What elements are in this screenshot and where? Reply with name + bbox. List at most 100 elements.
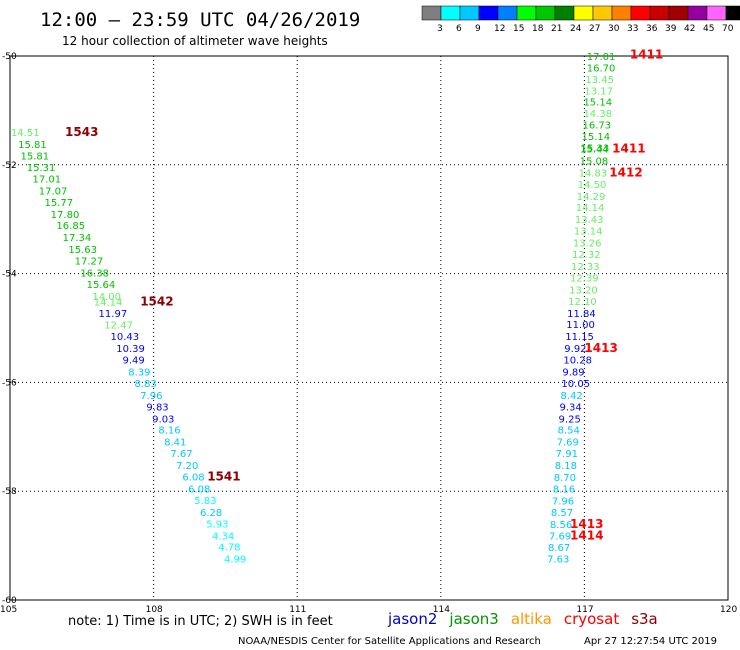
colorbar-swatch: [687, 5, 708, 21]
wave-height-point: 14.38: [583, 109, 612, 120]
colorbar-swatch: [725, 5, 740, 21]
plot-area: 105 108 111 114 117 120 -50 -52 -54 -56 -58 -60 14.5…: [0, 47, 737, 615]
wave-height-point: 8.83: [134, 379, 156, 390]
satellite-legend-altika: altika: [511, 610, 552, 628]
wave-height-point: 16.85: [56, 221, 85, 232]
wave-height-point: 5.83: [194, 496, 216, 507]
wave-height-point: 14.00: [92, 292, 121, 303]
colorbar-swatch: [421, 5, 442, 21]
wave-height-point: 8.56: [550, 520, 572, 531]
wave-height-point: 8.67: [548, 543, 570, 554]
wave-height-point: 11.15: [565, 332, 594, 343]
wave-height-point: 13.43: [575, 215, 604, 226]
wave-height-point: 8.70: [554, 473, 576, 484]
wave-height-point: 9.49: [122, 356, 144, 367]
colorbar-swatch: [478, 5, 499, 21]
wave-height-point: 6.28: [200, 508, 222, 519]
footer-note: note: 1) Time is in UTC; 2) SWH is in fe…: [68, 614, 333, 629]
wave-height-point: 13.45: [585, 75, 614, 86]
wave-height-point: 15.64: [87, 280, 116, 291]
chart-subtitle: 12 hour collection of altimeter wave hei…: [62, 34, 328, 48]
wave-height-point: 9.25: [559, 414, 581, 425]
colorbar-label: 42: [684, 24, 695, 34]
wave-height-point: 12.10: [568, 297, 597, 308]
colorbar-swatch: [611, 5, 632, 21]
wave-height-point: 17.07: [39, 186, 68, 197]
footer-credit: NOAA/NESDIS Center for Satellite Applica…: [238, 636, 541, 647]
wave-height-point: 17.01: [32, 174, 61, 185]
wave-height-point: 17.80: [51, 210, 80, 221]
wave-height-point: 8.57: [551, 508, 573, 519]
pass-number-label: 1543: [65, 125, 98, 139]
colorbar-swatch: [573, 5, 594, 21]
y-tick-label: -56: [2, 378, 17, 388]
x-tick-label: 105: [0, 605, 17, 615]
colorbar-swatch: [668, 5, 689, 21]
wave-height-point: 15.77: [44, 198, 73, 209]
wave-height-point: 12.47: [104, 321, 133, 332]
colorbar-label: 12: [494, 24, 505, 34]
wave-height-point: 14.83: [579, 168, 608, 179]
colorbar-label: 9: [475, 24, 481, 34]
wave-height-point: 10.39: [116, 344, 145, 355]
wave-height-point: 9.34: [560, 402, 582, 413]
wave-height-point: 8.41: [164, 438, 186, 449]
colorbar-swatch: [440, 5, 461, 21]
wave-height-point: 14.51: [11, 128, 40, 139]
wave-height-point: 11.84: [567, 309, 596, 320]
colorbar-label: 33: [627, 24, 638, 34]
pass-number-label: 1412: [609, 165, 642, 179]
wave-height-point: 14.50: [578, 180, 607, 191]
wave-height-point: 7.69: [549, 531, 571, 542]
wave-height-point: 15.31: [27, 163, 56, 174]
colorbar-label: 36: [646, 24, 658, 34]
wave-height-point: 14.14: [576, 203, 605, 214]
pass-number-label: 1541: [207, 470, 240, 484]
wave-height-point: 9.92: [564, 344, 586, 355]
colorbar-swatch: [630, 5, 651, 21]
wave-height-point: 13.26: [573, 239, 602, 250]
wave-height-point: 4.99: [224, 555, 246, 566]
wave-height-point: 16.70: [587, 63, 616, 74]
wave-height-point: 17.34: [63, 233, 92, 244]
wave-height-point: 9.89: [562, 368, 584, 379]
wave-height-point: 17.27: [75, 257, 104, 268]
wave-height-point: 7.69: [557, 438, 579, 449]
x-tick-label: 117: [576, 605, 593, 615]
satellite-legend-jason2: jason2: [387, 610, 437, 628]
wave-height-point: 15.08: [580, 156, 609, 167]
x-tick-label: 111: [289, 605, 306, 615]
y-tick-label: -54: [2, 270, 17, 280]
pass-number-label: 1414: [570, 528, 603, 542]
colorbar-swatch: [516, 5, 537, 21]
satellite-legend-cryosat: cryosat: [564, 610, 619, 628]
colorbar-label: 45: [703, 24, 714, 34]
wave-height-point: 8.54: [558, 426, 580, 437]
colorbar-label: 30: [608, 24, 620, 34]
colorbar-label: 70: [722, 24, 734, 34]
wave-height-point: 7.63: [547, 555, 569, 566]
wave-height-point: 12.32: [572, 250, 601, 261]
wave-height-point: 12.39: [570, 273, 599, 284]
wave-height-point: 14.14: [94, 297, 123, 308]
wave-height-point: 13.20: [569, 285, 598, 296]
pass-number-label: 1413: [570, 517, 603, 531]
wave-height-point: 15.81: [21, 152, 50, 163]
wave-height-point: 8.39: [128, 368, 150, 379]
wave-height-point: 15.63: [68, 245, 97, 256]
pass-number-label: 1411: [630, 47, 663, 61]
colorbar-label: 15: [513, 24, 524, 34]
x-tick-label: 114: [433, 605, 450, 615]
colorbar-label: 39: [665, 24, 677, 34]
wave-height-point: 4.34: [212, 531, 234, 542]
colorbar-swatch: [535, 5, 556, 21]
wave-height-point: 13.17: [584, 86, 613, 97]
wave-height-point: 17.01: [587, 52, 616, 63]
wave-height-point: 8.18: [555, 461, 577, 472]
wave-height-point: 6.08: [182, 473, 204, 484]
wave-height-point: 8.16: [553, 484, 575, 495]
wave-height-point: 9.03: [152, 414, 174, 425]
colorbar-label: 21: [551, 24, 562, 34]
y-tick-label: -52: [2, 161, 17, 171]
